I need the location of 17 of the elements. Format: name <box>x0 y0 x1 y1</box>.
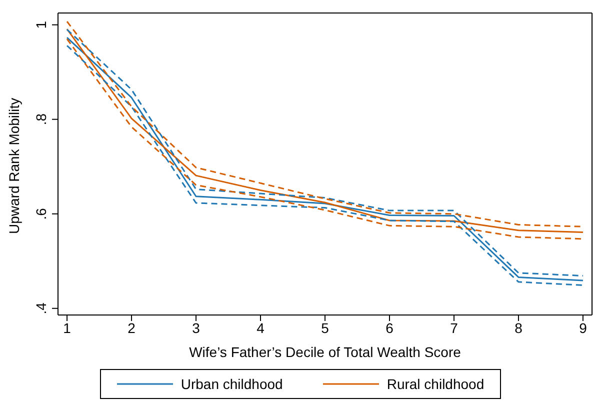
y-tick-label: .4 <box>33 302 49 314</box>
x-tick-label: 3 <box>192 320 200 336</box>
x-tick-label: 7 <box>450 320 458 336</box>
y-tick-label: .8 <box>33 113 49 126</box>
x-tick-label: 1 <box>63 320 72 336</box>
legend-label: Rural childhood <box>386 376 484 392</box>
x-tick-label: 4 <box>256 320 265 336</box>
x-tick-label: 2 <box>128 320 136 336</box>
x-tick-label: 8 <box>514 320 523 336</box>
y-axis-title: Upward Rank Mobility <box>6 98 22 234</box>
x-tick-label: 9 <box>579 320 588 336</box>
x-axis-title: Wife’s Father’s Decile of Total Wealth Score <box>189 344 462 360</box>
y-tick-label: 1 <box>33 20 49 29</box>
x-tick-label: 6 <box>386 320 394 336</box>
legend-label: Urban childhood <box>180 376 283 392</box>
y-tick-label: .6 <box>33 208 49 220</box>
x-tick-label: 5 <box>321 320 330 336</box>
